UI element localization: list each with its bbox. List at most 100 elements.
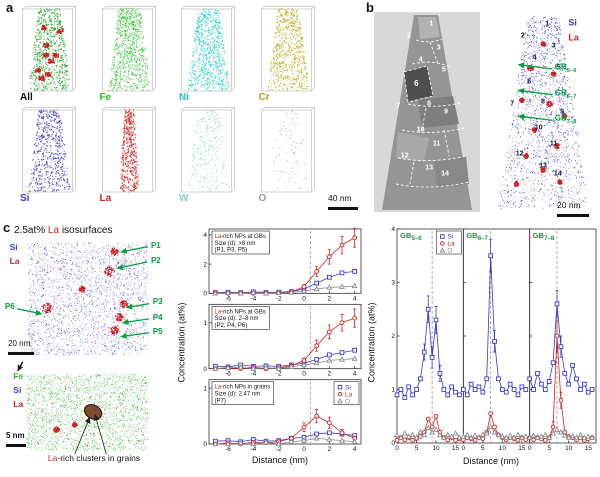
np-concentration-profiles-canvas xyxy=(196,227,364,455)
panel-a-scalebar-label: 40 nm xyxy=(328,193,352,203)
panel-a-element-maps: All Fe Ni Cr Si La W O xyxy=(10,6,328,204)
label-5: 5 xyxy=(442,67,446,74)
apt-map-canvas-si xyxy=(22,107,76,193)
panel-c-top-scalebar-label: 20 nm xyxy=(8,339,30,348)
apt-map-canvas-o xyxy=(261,107,315,193)
panel-c-bottom-scalebar-label: 5 nm xyxy=(6,431,25,440)
map-legend-fe: Fe xyxy=(13,372,23,381)
label-9: 9 xyxy=(444,109,448,116)
label-10: 10 xyxy=(535,125,543,132)
apt-map-label-cr: Cr xyxy=(259,92,329,104)
label-4: 4 xyxy=(419,57,423,64)
label-14: 14 xyxy=(554,171,562,178)
text-segment: -rich clusters in grains xyxy=(57,453,140,463)
apt-map-label-w: W xyxy=(179,193,249,205)
apt-map-canvas-all xyxy=(22,6,76,92)
apt-map-la: La xyxy=(90,107,170,205)
label-7: 7 xyxy=(396,103,400,110)
gb-label-5-6: GB5–6 xyxy=(555,63,577,74)
apt-map-label-la: La xyxy=(100,193,170,205)
apt-grain-numbers: 1 2 3 4 5 6 7 8 9 10 11 12 13 14 xyxy=(490,12,596,212)
apt-map-label-o: O xyxy=(259,193,329,205)
apt-map-si: Si xyxy=(10,107,90,205)
grain-cluster-map xyxy=(26,372,148,452)
panel-b-images: 1 2 3 4 5 6 7 8 9 10 11 12 13 14 1 2 3 4 5 6 7 8 9 10 11 12 13 14 … xyxy=(374,8,600,222)
isosurface-title: 2.5at% La isosurfaces xyxy=(14,226,112,236)
apt-map-canvas-cr xyxy=(261,6,315,92)
apt-map-ni: Ni xyxy=(169,6,249,104)
panel-b-scalebar: 20 nm xyxy=(557,196,589,217)
apt-map-fe: Fe xyxy=(90,6,170,104)
apt-map-canvas-ni xyxy=(181,6,235,92)
panel-b-scalebar-line xyxy=(557,214,589,217)
gb-chart-xlabel: Distance (nm) xyxy=(384,457,598,466)
label-11: 11 xyxy=(550,141,557,148)
panel-b-scalebar-label: 20 nm xyxy=(557,200,581,210)
text-segment: 2.5at% xyxy=(14,225,48,236)
np-label-p4: P4 xyxy=(153,314,163,322)
text-segment: La xyxy=(48,453,57,463)
label-13: 13 xyxy=(539,163,547,170)
panel-c-images: 2.5at% La isosurfaces 20 nm 5 nm La-rich… xyxy=(4,224,190,477)
panel-a-scalebar: 40 nm xyxy=(328,189,358,210)
np-label-p1: P1 xyxy=(151,242,161,250)
gb-concentration-chart xyxy=(384,226,598,456)
apt-legend-la: La xyxy=(568,33,579,42)
apt-map-all: All xyxy=(10,6,90,104)
np-label-p5: P5 xyxy=(153,328,163,336)
np-label-p2: P2 xyxy=(151,257,161,265)
np-concentration-chart xyxy=(196,227,364,455)
apt-map-label-si: Si xyxy=(20,193,90,205)
label-10: 10 xyxy=(417,127,425,134)
cluster-caption: La-rich clusters in grains xyxy=(14,454,174,463)
label-4: 4 xyxy=(533,55,537,62)
label-7: 7 xyxy=(510,101,514,108)
apt-map-label-fe: Fe xyxy=(100,92,170,104)
iso-legend-la: La xyxy=(10,256,20,265)
panel-c-top-scalebar-line xyxy=(8,352,34,355)
gb-concentration-profiles-canvas xyxy=(384,226,598,456)
apt-map-o: O xyxy=(249,107,329,205)
label-6: 6 xyxy=(414,80,418,88)
panel-b-letter: b xyxy=(366,1,374,14)
gb-label-6-7: GB6–7 xyxy=(555,89,577,100)
np-label-p6: P6 xyxy=(5,303,15,311)
label-14: 14 xyxy=(441,171,449,178)
apt-map-canvas-la xyxy=(102,107,156,193)
la-isosurface-map xyxy=(28,240,148,357)
gb-label-7-8: GB7–8 xyxy=(555,115,577,126)
text-segment: isosurfaces xyxy=(59,225,112,236)
apt-map-w: W xyxy=(169,107,249,205)
map-legend-si: Si xyxy=(13,385,21,394)
apt-map-canvas-w xyxy=(181,107,235,193)
apt-map-label-ni: Ni xyxy=(179,92,249,104)
apt-map-label-all: All xyxy=(20,92,90,104)
label-6: 6 xyxy=(527,79,531,86)
apt-legend-si: Si xyxy=(568,18,577,27)
text-segment: La xyxy=(48,225,59,236)
panel-a-scalebar-line xyxy=(328,207,358,210)
label-1: 1 xyxy=(429,21,433,28)
label-11: 11 xyxy=(433,141,440,148)
figure-root: a All Fe Ni Cr Si La W O 40 nm b xyxy=(0,0,600,477)
label-2: 2 xyxy=(521,33,525,40)
label-2: 2 xyxy=(407,33,411,40)
label-1: 1 xyxy=(545,21,549,28)
label-3: 3 xyxy=(552,43,556,50)
iso-legend-si: Si xyxy=(10,243,18,252)
label-3: 3 xyxy=(437,45,441,52)
np-chart-xlabel: Distance (nm) xyxy=(196,456,364,465)
label-8: 8 xyxy=(541,99,545,106)
np-label-p3: P3 xyxy=(153,298,163,306)
gb-chart-ylabel: Concentration (at%) xyxy=(368,268,377,418)
label-12: 12 xyxy=(401,153,409,160)
panel-c-bottom-scalebar-line xyxy=(6,444,26,447)
label-12: 12 xyxy=(516,151,524,158)
apt-map-cr: Cr xyxy=(249,6,329,104)
apt-map-canvas-fe xyxy=(102,6,156,92)
np-chart-ylabel: Concentration (at%) xyxy=(178,268,187,418)
tem-grain-numbers: 1 2 3 4 5 6 7 8 9 10 11 12 13 14 xyxy=(374,12,480,212)
label-8: 8 xyxy=(427,101,431,108)
map-legend-la: La xyxy=(13,399,23,408)
panel-c-bottom-scalebar: 5 nm xyxy=(6,426,26,447)
